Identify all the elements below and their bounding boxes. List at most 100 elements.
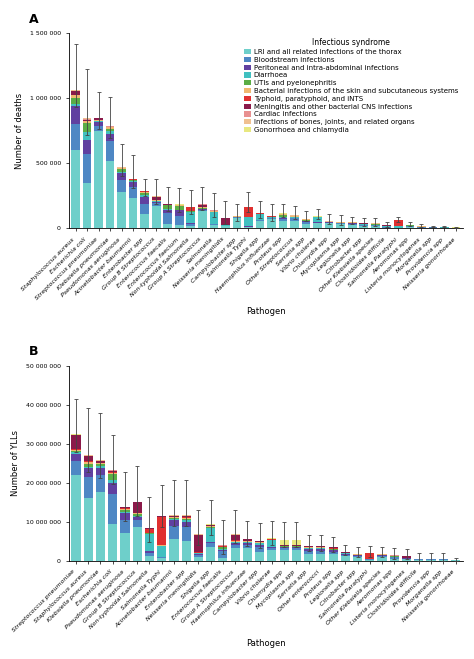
Bar	[120, 510, 129, 511]
Bar	[157, 517, 166, 545]
Bar	[83, 467, 93, 468]
Bar	[219, 549, 228, 550]
Bar	[118, 181, 126, 192]
Bar	[118, 192, 126, 229]
Bar	[414, 560, 423, 561]
Bar	[210, 225, 218, 229]
Bar	[145, 556, 154, 561]
Bar	[230, 535, 240, 540]
Bar	[243, 542, 252, 543]
Bar	[255, 544, 264, 545]
Bar	[210, 224, 218, 225]
Bar	[292, 550, 301, 561]
Bar	[169, 517, 179, 518]
Bar	[108, 484, 117, 494]
Bar	[304, 551, 313, 554]
Legend: LRI and all related infections of the thorax, Bloodstream infections, Peritoneal: LRI and all related infections of the th…	[243, 37, 459, 134]
Bar	[169, 520, 179, 525]
Bar	[182, 527, 191, 541]
Bar	[219, 550, 228, 552]
Bar	[72, 451, 81, 453]
Bar	[230, 548, 240, 561]
Bar	[402, 556, 411, 558]
Bar	[279, 217, 287, 219]
Bar	[230, 543, 240, 544]
Bar	[120, 507, 129, 509]
Bar	[328, 552, 337, 554]
Bar	[182, 520, 191, 522]
Bar	[292, 540, 301, 545]
Bar	[377, 558, 387, 561]
Bar	[316, 546, 326, 547]
Bar	[206, 528, 215, 542]
Bar	[71, 92, 80, 95]
Bar	[394, 220, 402, 226]
Bar	[145, 529, 154, 532]
Bar	[348, 223, 356, 225]
Bar	[304, 549, 313, 551]
Bar	[304, 546, 313, 547]
Bar	[133, 521, 142, 527]
Bar	[230, 542, 240, 543]
Bar	[120, 511, 129, 513]
Bar	[72, 435, 81, 449]
Bar	[129, 181, 137, 183]
Text: B: B	[29, 345, 39, 358]
Bar	[337, 224, 345, 229]
Bar	[243, 539, 252, 541]
Bar	[255, 547, 264, 552]
Bar	[96, 475, 105, 492]
Bar	[255, 543, 264, 544]
Bar	[118, 168, 126, 169]
Bar	[290, 218, 299, 221]
Bar	[96, 492, 105, 561]
Bar	[157, 556, 166, 558]
Bar	[194, 557, 203, 561]
Bar	[182, 518, 191, 519]
Bar	[292, 548, 301, 550]
Bar	[316, 548, 326, 549]
Bar	[390, 559, 399, 561]
Bar	[94, 126, 103, 131]
Bar	[140, 195, 149, 196]
Bar	[83, 456, 93, 461]
Bar	[221, 218, 230, 225]
Bar	[133, 513, 142, 514]
Bar	[145, 554, 154, 556]
Bar	[233, 218, 241, 229]
Bar	[186, 208, 195, 211]
Bar	[325, 223, 334, 229]
Bar	[72, 454, 81, 461]
Bar	[292, 546, 301, 548]
Bar	[83, 121, 91, 123]
Bar	[106, 134, 114, 141]
Bar	[182, 516, 191, 517]
Bar	[365, 554, 374, 559]
Bar	[267, 550, 276, 561]
Bar	[71, 90, 80, 91]
Bar	[96, 466, 105, 468]
Bar	[206, 547, 215, 561]
Bar	[198, 207, 207, 208]
Bar	[157, 546, 166, 556]
Bar	[267, 218, 276, 219]
Bar	[365, 559, 374, 561]
Bar	[371, 226, 380, 229]
Bar	[206, 527, 215, 528]
Bar	[210, 212, 218, 223]
Bar	[316, 551, 326, 554]
Bar	[133, 517, 142, 521]
Bar	[267, 219, 276, 229]
Bar	[106, 141, 114, 161]
Bar	[280, 546, 289, 548]
Bar	[328, 554, 337, 561]
Bar	[140, 214, 149, 229]
Bar	[255, 221, 264, 229]
Bar	[359, 225, 368, 226]
Bar	[71, 95, 80, 98]
Bar	[279, 221, 287, 229]
Bar	[182, 541, 191, 561]
Bar	[145, 552, 154, 554]
Bar	[108, 473, 117, 474]
Text: A: A	[29, 13, 39, 26]
